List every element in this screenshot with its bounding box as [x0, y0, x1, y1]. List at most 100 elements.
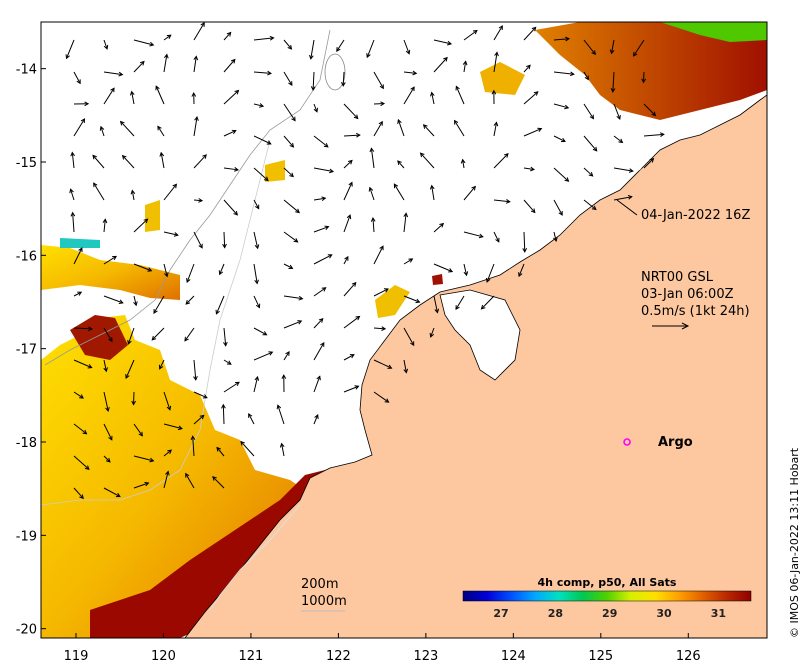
current-arrow: [283, 167, 294, 178]
sst-patch-hot-west: [70, 315, 128, 360]
current-arrow: [343, 181, 353, 201]
sst-patch-northeast: [535, 22, 767, 120]
isobath-200m-contour: [44, 29, 331, 366]
current-arrow: [343, 255, 349, 265]
current-arrow: [163, 53, 169, 73]
current-arrow: [463, 231, 484, 239]
current-arrow: [553, 199, 563, 216]
current-arrow: [253, 351, 274, 361]
current-arrow: [223, 89, 240, 105]
current-arrow: [121, 154, 135, 169]
current-arrow: [193, 391, 208, 399]
current-arrow: [523, 199, 536, 214]
current-arrow: [403, 295, 421, 304]
x-axis: 119 120 121 122 123 124 125 126: [64, 633, 701, 664]
current-arrow: [283, 71, 293, 86]
current-arrow: [193, 115, 199, 137]
x-tick-label: 125: [588, 649, 613, 664]
current-arrow: [73, 247, 83, 265]
current-arrow: [253, 327, 268, 336]
current-arrow: [343, 354, 355, 361]
colorbar-tick-label: 30: [656, 607, 672, 620]
current-arrow: [193, 231, 203, 249]
current-arrow: [313, 414, 319, 425]
current-arrow: [368, 186, 375, 201]
current-arrow: [73, 71, 81, 85]
current-vectors: [65, 22, 665, 500]
current-arrow: [419, 152, 435, 169]
current-arrow: [103, 39, 109, 50]
current-arrow: [125, 359, 135, 380]
y-tick-label: -18: [16, 436, 37, 451]
current-arrow: [373, 359, 393, 369]
current-arrow: [103, 255, 118, 265]
current-arrow: [403, 258, 414, 265]
current-arrow: [185, 472, 195, 489]
current-arrow: [103, 359, 108, 373]
current-arrow: [433, 56, 448, 73]
x-tick-label: 121: [239, 649, 264, 664]
current-arrow: [193, 154, 207, 169]
current-arrow: [429, 327, 435, 338]
current-arrow: [223, 58, 236, 73]
current-arrow: [103, 327, 113, 343]
colorbar-tick-label: 29: [602, 607, 617, 620]
current-arrow: [93, 182, 105, 201]
current-arrow: [313, 254, 333, 265]
current-arrow: [193, 198, 204, 203]
current-arrow: [102, 218, 108, 233]
current-arrow: [253, 263, 259, 285]
current-arrow: [133, 455, 155, 463]
y-tick-label: -19: [16, 529, 37, 544]
x-tick-label: 120: [151, 649, 176, 664]
current-arrow: [130, 189, 136, 201]
current-arrow: [493, 231, 500, 243]
australia-landmass: [184, 94, 767, 638]
current-arrow: [159, 359, 165, 370]
current-arrow: [643, 132, 665, 137]
current-arrow: [463, 263, 469, 277]
current-arrow: [522, 231, 528, 253]
current-arrow: [133, 263, 153, 272]
colorbar-tick-label: 27: [493, 607, 508, 620]
current-arrow: [163, 449, 173, 457]
current-arrow: [613, 194, 633, 201]
y-axis: -14 -15 -16 -17 -18 -19 -20: [16, 63, 46, 638]
current-arrow: [373, 391, 390, 403]
current-arrow: [480, 295, 495, 310]
current-arrow: [283, 39, 293, 50]
current-arrow: [131, 391, 137, 406]
current-arrow: [119, 120, 135, 137]
current-arrow: [313, 167, 335, 174]
current-arrow: [455, 85, 465, 105]
current-arrow: [253, 199, 260, 210]
current-arrow: [583, 71, 589, 81]
current-arrow: [343, 315, 361, 329]
current-arrow: [553, 36, 571, 42]
current-arrow: [422, 124, 435, 137]
current-arrow: [253, 231, 260, 250]
current-arrow: [373, 288, 389, 297]
current-arrow: [253, 167, 269, 182]
current-arrow: [103, 423, 113, 441]
current-arrow: [103, 455, 111, 463]
current-arrow: [103, 487, 121, 498]
argo-float-marker: [623, 438, 631, 446]
current-arrow: [218, 263, 225, 276]
current-arrow: [343, 103, 359, 120]
current-arrow: [613, 103, 621, 120]
current-arrow: [155, 85, 165, 105]
current-arrow: [403, 212, 409, 233]
current-arrow: [103, 295, 124, 304]
current-arrow: [133, 295, 138, 307]
current-arrow: [373, 101, 386, 107]
sst-time-pointer: [616, 199, 638, 216]
colorbar-tick-label: 31: [711, 607, 726, 620]
current-arrow: [523, 166, 536, 172]
current-arrow: [283, 103, 296, 122]
current-arrow: [163, 391, 172, 411]
colorbar-ramp: [462, 590, 752, 602]
current-arrow: [253, 103, 265, 108]
current-arrow: [73, 291, 83, 297]
y-tick-label: -16: [16, 249, 37, 264]
